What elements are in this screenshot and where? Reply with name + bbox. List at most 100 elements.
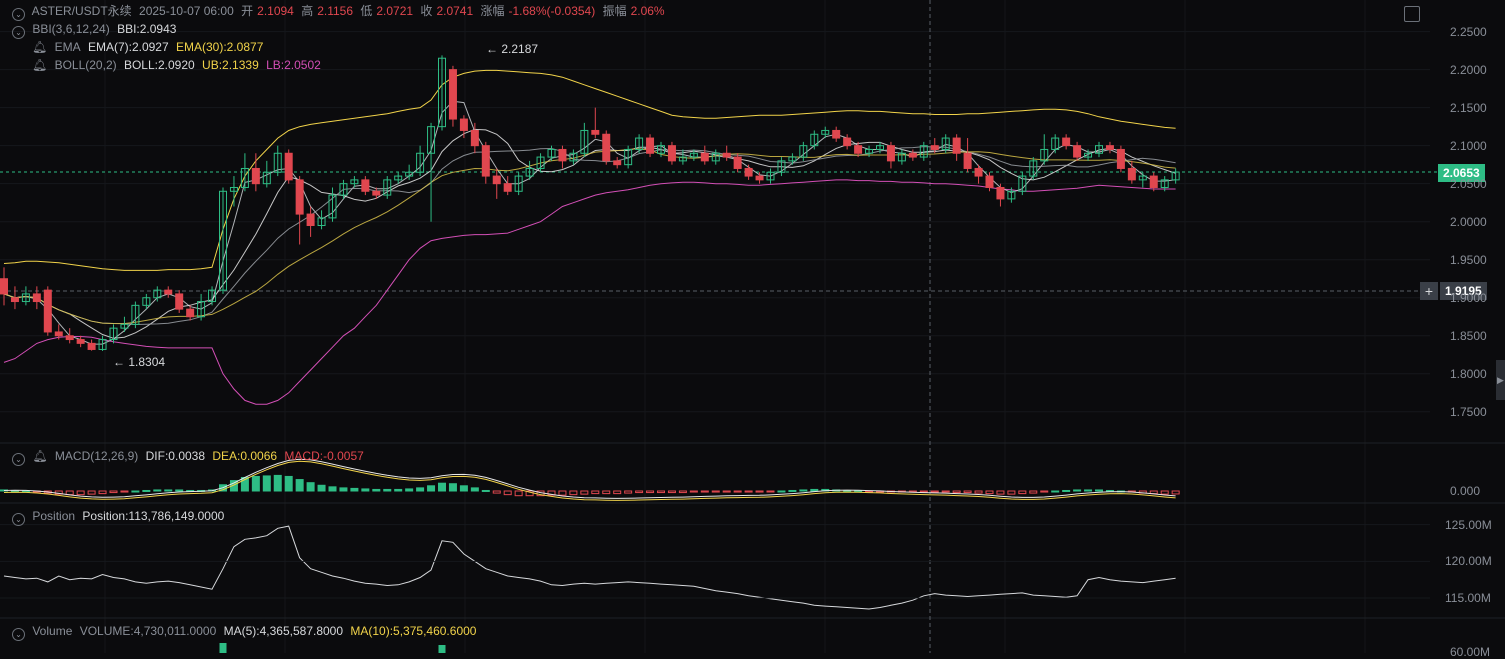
macd-histogram-bar bbox=[21, 490, 30, 493]
macd-histogram-bar bbox=[350, 487, 359, 492]
candle-body bbox=[722, 152, 731, 158]
candle bbox=[229, 176, 238, 207]
candle bbox=[142, 293, 151, 310]
candle bbox=[1149, 172, 1158, 192]
chevron-icon[interactable]: ⌄ bbox=[12, 513, 25, 526]
macd-histogram-bar bbox=[383, 488, 392, 492]
chevron-icon[interactable]: ⌄ bbox=[12, 628, 25, 641]
side-arrow-icon[interactable]: ▶ bbox=[1496, 360, 1505, 400]
candle-body bbox=[810, 133, 819, 147]
macd-histogram-bar bbox=[109, 490, 118, 494]
candle bbox=[1040, 134, 1049, 165]
macd-histogram-bar bbox=[1084, 489, 1093, 492]
candle bbox=[613, 157, 622, 169]
position-name[interactable]: Position bbox=[32, 509, 76, 523]
boll-lower-band bbox=[3, 179, 1176, 405]
candle bbox=[821, 126, 830, 139]
macd-histogram-bar bbox=[492, 490, 501, 494]
candle bbox=[996, 183, 1005, 207]
macd-dif-value: DIF:0.0038 bbox=[145, 449, 206, 463]
candle-body bbox=[580, 129, 589, 154]
candle-body bbox=[1127, 167, 1136, 181]
candle bbox=[1105, 141, 1114, 154]
candle bbox=[580, 122, 589, 158]
candle-body bbox=[361, 179, 370, 192]
chevron-icon[interactable]: ⌄ bbox=[12, 8, 25, 21]
boll-legend: 🔔︎ BOLL(20,2) BOLL:2.0920 UB:2.1339 LB:2… bbox=[32, 58, 325, 72]
candle bbox=[1029, 157, 1038, 180]
candle bbox=[624, 145, 633, 169]
candle-body bbox=[1160, 179, 1169, 188]
bell-icon[interactable]: 🔔︎ bbox=[32, 40, 48, 54]
candle-body bbox=[262, 171, 271, 185]
bell-icon[interactable]: 🔔︎ bbox=[32, 58, 48, 72]
expand-icon[interactable] bbox=[1404, 6, 1420, 22]
candle-body bbox=[76, 339, 85, 344]
symbol-header: ⌄ ASTER/USDT永续 2025-10-07 06:00 开 2.1094 … bbox=[12, 4, 669, 21]
macd-histogram-bar bbox=[700, 490, 709, 493]
macd-histogram-bar bbox=[667, 490, 676, 494]
crosshair-plus-button[interactable]: + bbox=[1420, 282, 1438, 300]
macd-histogram-bar bbox=[963, 490, 972, 494]
ema-name[interactable]: EMA bbox=[54, 40, 81, 54]
candle-body bbox=[229, 186, 238, 192]
candle bbox=[10, 286, 19, 310]
chevron-icon[interactable]: ⌄ bbox=[12, 453, 25, 466]
candle-body bbox=[766, 171, 775, 181]
candle-body bbox=[646, 137, 655, 154]
macd-histogram-bar bbox=[1095, 489, 1103, 492]
macd-histogram-bar bbox=[733, 490, 742, 493]
candle bbox=[1018, 172, 1027, 196]
candle-body bbox=[558, 148, 567, 162]
macd-legend: ⌄ 🔔︎ MACD(12,26,9) DIF:0.0038 DEA:0.0066… bbox=[12, 449, 368, 466]
volume-legend: ⌄ Volume VOLUME:4,730,011.0000 MA(5):4,3… bbox=[12, 624, 480, 641]
macd-histogram-bar bbox=[558, 490, 567, 496]
candle bbox=[886, 141, 895, 169]
candle bbox=[372, 187, 381, 199]
amplitude-value: 2.06% bbox=[630, 4, 665, 18]
candle bbox=[306, 206, 315, 237]
macd-histogram-bar bbox=[1171, 490, 1180, 495]
candle bbox=[339, 179, 348, 199]
candle-body bbox=[700, 152, 709, 162]
candle-body bbox=[547, 148, 556, 158]
macd-histogram-bar bbox=[580, 490, 589, 495]
macd-name[interactable]: MACD(12,26,9) bbox=[54, 449, 139, 463]
boll-lb-value: LB:2.0502 bbox=[266, 58, 321, 72]
macd-histogram-bar bbox=[273, 474, 282, 492]
candle-body bbox=[459, 118, 468, 131]
volume-name[interactable]: Volume bbox=[32, 624, 73, 638]
candle bbox=[1084, 149, 1093, 161]
bbi-name[interactable]: BBI(3,6,12,24) bbox=[32, 22, 110, 36]
price-axis-label: 1.8000 bbox=[1450, 366, 1487, 381]
candle bbox=[952, 134, 961, 161]
candle bbox=[974, 164, 983, 184]
macd-dif-line bbox=[3, 458, 1176, 499]
candle-body bbox=[405, 171, 414, 177]
candle bbox=[897, 149, 906, 165]
last-price-tag: 2.0653 bbox=[1438, 164, 1485, 182]
candle bbox=[219, 187, 227, 294]
candle bbox=[383, 176, 392, 199]
change-label: 涨幅 bbox=[480, 4, 505, 18]
price-axis-label: 2.1000 bbox=[1450, 138, 1487, 153]
boll-name[interactable]: BOLL(20,2) bbox=[54, 58, 117, 72]
bell-icon[interactable]: 🔔︎ bbox=[32, 449, 48, 463]
macd-histogram-bar bbox=[120, 490, 129, 493]
candle-body bbox=[470, 129, 479, 147]
candle bbox=[832, 126, 841, 142]
chevron-icon[interactable]: ⌄ bbox=[12, 26, 25, 39]
candle bbox=[284, 149, 293, 184]
macd-histogram-bar bbox=[503, 490, 512, 496]
ma-line-3 bbox=[3, 100, 1176, 345]
candle-body bbox=[613, 160, 622, 166]
candle-body bbox=[1073, 145, 1082, 158]
macd-histogram-bar bbox=[438, 482, 446, 492]
candle-body bbox=[21, 293, 30, 303]
candle-body bbox=[328, 194, 337, 219]
macd-histogram-bar bbox=[1040, 490, 1049, 493]
high-annotation: ← 2.2187 bbox=[486, 42, 539, 56]
position-axis-label: 120.00M bbox=[1445, 554, 1492, 569]
candle bbox=[635, 134, 644, 154]
